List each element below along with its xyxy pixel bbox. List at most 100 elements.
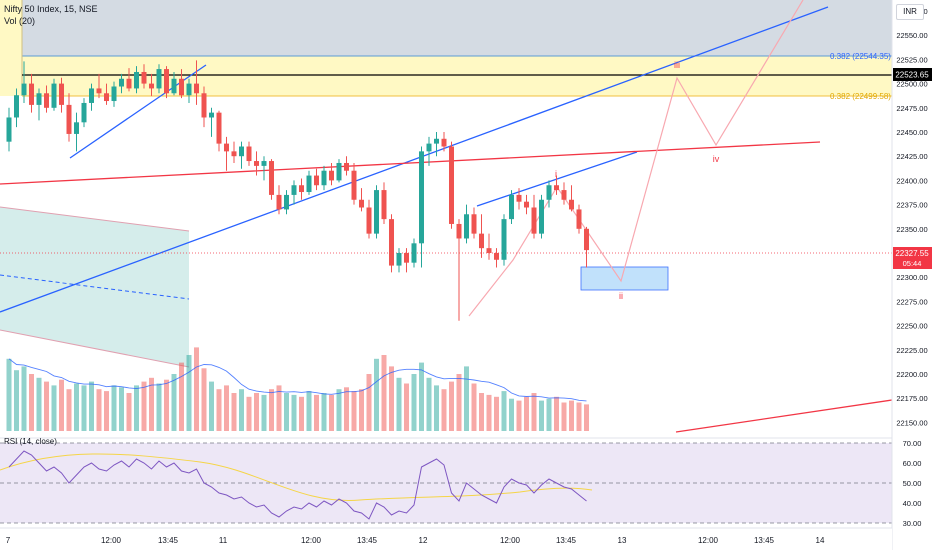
volume-bar xyxy=(426,377,432,431)
parallel-channel[interactable] xyxy=(0,207,189,367)
candle-body xyxy=(554,185,559,191)
candle xyxy=(164,66,169,99)
time-label: 12:00 xyxy=(500,536,521,545)
candle-body xyxy=(404,253,409,263)
price-tick-label: 22550.00 xyxy=(896,31,927,40)
candle xyxy=(89,83,94,111)
candle xyxy=(224,136,229,171)
volume-bar xyxy=(21,366,27,431)
candle-body xyxy=(179,78,184,96)
candle-body xyxy=(396,253,402,266)
volume-bar xyxy=(539,400,544,431)
trendline-blue-long[interactable] xyxy=(0,6,829,313)
time-label: 13:45 xyxy=(357,536,378,545)
candle-body xyxy=(254,161,259,166)
rsi-legend[interactable]: RSI (14, close) xyxy=(4,437,57,446)
price-tick-label: 22350.00 xyxy=(896,225,927,234)
volume-bar xyxy=(194,347,199,431)
price-tick-label: 22250.00 xyxy=(896,322,927,331)
volume-bar xyxy=(171,374,177,431)
candle-body xyxy=(224,143,229,152)
candle-body xyxy=(89,88,94,103)
volume-bar xyxy=(516,400,522,431)
rsi-tick-label: 40.00 xyxy=(903,499,922,508)
candle-body xyxy=(374,190,379,234)
candle xyxy=(246,141,252,166)
candle-body xyxy=(29,83,34,105)
candle xyxy=(149,73,154,97)
candle-body xyxy=(59,83,64,105)
candle-body xyxy=(36,93,42,105)
candle-body xyxy=(231,151,237,157)
candle xyxy=(404,248,409,273)
candle-body xyxy=(456,223,462,239)
candle xyxy=(426,136,432,166)
candle xyxy=(471,207,477,239)
candle xyxy=(239,141,244,169)
candle-body xyxy=(539,199,544,234)
candle xyxy=(261,156,267,181)
symbol-legend[interactable]: Nifty 50 Index, 15, NSE xyxy=(4,4,98,14)
candle xyxy=(314,168,319,191)
candle xyxy=(389,214,394,273)
candle-body xyxy=(509,194,514,220)
volume-bar xyxy=(261,394,267,431)
volume-bar xyxy=(276,385,282,431)
volume-bar xyxy=(216,389,222,431)
volume-bar xyxy=(576,402,582,431)
currency-button[interactable]: INR xyxy=(896,4,924,20)
volume-bar xyxy=(404,383,409,431)
volume-bar xyxy=(44,381,49,431)
candle xyxy=(434,132,439,157)
candle xyxy=(411,238,417,268)
candle-body xyxy=(261,161,267,166)
candle xyxy=(51,78,57,111)
rsi-ma-line xyxy=(0,453,593,501)
volume-bar xyxy=(269,389,274,431)
candle xyxy=(531,194,537,239)
rsi-tick-label: 50.00 xyxy=(903,479,922,488)
time-label: 13 xyxy=(618,536,627,545)
volume-bar xyxy=(569,400,574,431)
candle-body xyxy=(366,207,372,234)
candle xyxy=(561,182,567,205)
time-axis[interactable] xyxy=(0,528,892,550)
volume-bar xyxy=(81,385,87,431)
volume-bar xyxy=(119,387,124,431)
volume-bar xyxy=(209,381,214,431)
candle xyxy=(464,204,469,244)
candle-body xyxy=(314,175,319,186)
volume-bar xyxy=(231,393,237,431)
fib-zone-upper-left xyxy=(0,0,22,56)
candle-body xyxy=(201,93,207,118)
candle xyxy=(126,68,132,92)
candle-body xyxy=(389,219,394,266)
candle-body xyxy=(66,104,72,134)
candle xyxy=(66,93,72,142)
candle xyxy=(29,73,34,113)
candle xyxy=(516,188,522,210)
volume-bar xyxy=(449,381,454,431)
volume-legend[interactable]: Vol (20) xyxy=(4,16,36,26)
elliott-wave-path[interactable] xyxy=(468,0,804,317)
rsi-line xyxy=(8,450,587,520)
trendline-red-lower[interactable] xyxy=(675,399,893,433)
volume-bar xyxy=(74,383,79,431)
candle xyxy=(374,185,379,239)
time-label: 13:45 xyxy=(158,536,179,545)
candle xyxy=(171,71,177,96)
candle-body xyxy=(246,146,252,162)
price-scale[interactable] xyxy=(892,0,932,550)
volume-bar xyxy=(359,389,364,431)
candle xyxy=(546,180,552,208)
volume-bar xyxy=(96,389,102,431)
candle xyxy=(269,159,274,200)
candle-body xyxy=(186,83,192,96)
trendline-red[interactable] xyxy=(0,141,821,185)
candle xyxy=(59,77,64,113)
candlesticks[interactable] xyxy=(6,60,590,321)
time-labels: 7 12:00 13:45 11 12:00 13:45 12 12:00 13:45 13 12:… xyxy=(6,536,825,545)
time-label: 7 xyxy=(6,536,11,545)
